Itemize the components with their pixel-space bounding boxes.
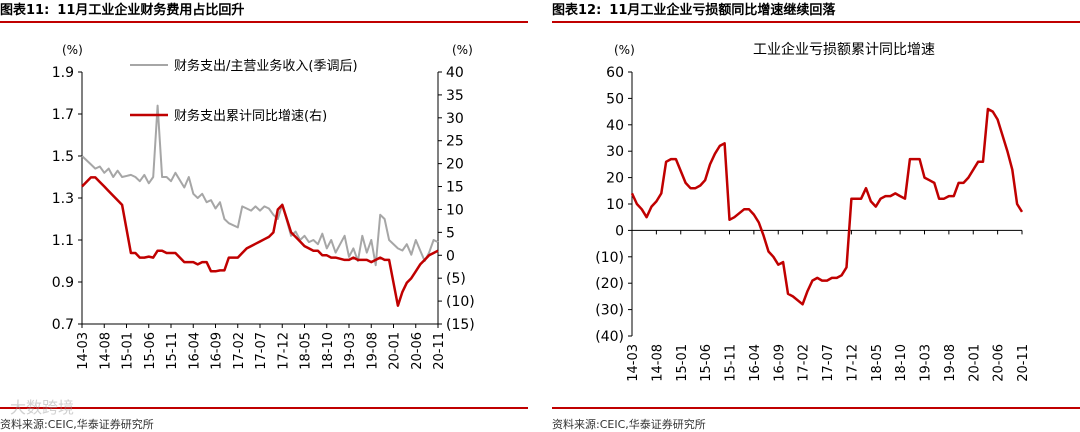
y-axis-unit: (%) <box>614 43 635 57</box>
figure-number: 图表11: <box>0 3 50 18</box>
x-tick-label: 14-08 <box>98 332 113 370</box>
x-tick-label: 19-08 <box>365 332 380 370</box>
right-y-tick-label: 30 <box>446 111 464 127</box>
right-y-tick-label: 10 <box>446 202 464 218</box>
right-y-tick-label: 35 <box>446 88 464 104</box>
x-tick-label: 20-11 <box>432 332 447 370</box>
title-rule <box>552 21 1080 23</box>
x-tick-label: 17-12 <box>276 332 291 370</box>
x-tick-label: 18-10 <box>321 332 336 370</box>
x-tick-label: 17-02 <box>797 344 812 382</box>
figure-title: 图表12: 11月工业企业亏损额同比增速继续回落 <box>552 2 835 20</box>
right-y-tick-label: 5 <box>446 225 455 241</box>
x-tick-label: 17-02 <box>232 332 247 370</box>
financial-cost-chart: (%) (%) 0.7 0.9 1.1 1.3 1.5 1.7 1.9 (15) (10) (5) 0 5… <box>52 43 475 370</box>
x-tick-label: 15-11 <box>165 332 180 370</box>
left-axis-unit: (%) <box>62 43 83 57</box>
figure-number: 图表12: <box>552 3 602 18</box>
x-tick-label: 15-06 <box>143 332 158 370</box>
y-tick-label: (40) <box>595 329 624 345</box>
right-y-tick-label: 20 <box>446 157 464 173</box>
x-tick-label: 14-08 <box>650 344 665 382</box>
left-y-tick-label: 1.9 <box>52 65 74 81</box>
x-tick-label: 20-01 <box>967 344 982 382</box>
y-tick-label: 40 <box>606 118 624 134</box>
x-tick-label: 15-01 <box>675 344 690 382</box>
left-y-tick-label: 1.7 <box>52 107 74 123</box>
x-tick-label: 20-06 <box>992 344 1007 382</box>
x-tick-label: 14-03 <box>626 344 641 382</box>
x-tick-label: 16-09 <box>772 344 787 382</box>
x-tick-label: 16-04 <box>748 344 763 382</box>
source-rule <box>552 407 1080 409</box>
y-tick-label: 10 <box>606 197 624 213</box>
y-tick-label: 20 <box>606 171 624 187</box>
right-y-tick-label: 40 <box>446 65 464 81</box>
x-tick-label: 15-01 <box>121 332 136 370</box>
x-tick-label: 15-11 <box>724 344 739 382</box>
figure-caption: 11月工业企业财务费用占比回升 <box>57 3 245 18</box>
x-tick-label: 20-06 <box>410 332 425 370</box>
series-line-expense-ratio <box>81 104 439 267</box>
right-axis-unit: (%) <box>452 43 473 57</box>
y-tick-label: (10) <box>595 250 624 266</box>
x-tick-label: 20-11 <box>1016 344 1031 382</box>
right-y-tick-label: (15) <box>446 317 475 333</box>
x-tick-label: 20-01 <box>388 332 403 370</box>
legend-item-expense-ratio-label: 财务支出/主营业务收入(季调后) <box>174 58 358 74</box>
x-tick-label: 14-03 <box>76 332 91 370</box>
x-tick-label: 19-08 <box>943 344 958 382</box>
left-y-tick-label: 1.3 <box>52 191 74 207</box>
x-tick-label: 17-12 <box>845 344 860 382</box>
y-tick-label: 0 <box>615 223 624 239</box>
left-y-tick-label: 1.5 <box>52 149 74 165</box>
x-tick-label: 16-04 <box>187 332 202 370</box>
right-y-tick-label: 15 <box>446 180 464 196</box>
y-tick-label: (20) <box>595 276 624 292</box>
y-tick-label: (30) <box>595 303 624 319</box>
y-tick-label: 50 <box>606 91 624 107</box>
figure-caption: 11月工业企业亏损额同比增速继续回落 <box>609 3 836 18</box>
source-note: 资料来源:CEIC,华泰证券研究所 <box>552 418 706 431</box>
watermark-text: 大数跨境 <box>10 398 75 417</box>
x-tick-label: 19-03 <box>343 332 358 370</box>
y-tick-label: 60 <box>606 65 624 81</box>
series-line-loss-growth <box>630 107 1024 306</box>
x-tick-label: 17-07 <box>254 332 269 370</box>
series-line-expense-growth <box>81 176 439 307</box>
figure-title: 图表11: 11月工业企业财务费用占比回升 <box>0 2 244 20</box>
x-tick-label: 18-05 <box>870 344 885 382</box>
x-tick-label: 18-10 <box>894 344 909 382</box>
title-rule <box>0 21 528 23</box>
left-y-tick-label: 1.1 <box>52 233 74 249</box>
chart-panel-loss-growth: 图表12: 11月工业企业亏损额同比增速继续回落 (%) 工业企业亏损额累计同比增速… <box>552 0 1080 432</box>
right-y-tick-label: 0 <box>446 248 455 264</box>
x-tick-label: 17-07 <box>821 344 836 382</box>
source-rule <box>0 407 528 409</box>
chart-title: 工业企业亏损额累计同比增速 <box>753 41 935 58</box>
left-y-tick-label: 0.7 <box>52 317 74 333</box>
x-tick-label: 19-03 <box>919 344 934 382</box>
left-y-tick-label: 0.9 <box>52 275 74 291</box>
right-y-tick-label: (5) <box>446 271 466 287</box>
x-tick-label: 18-05 <box>299 332 314 370</box>
source-note: 资料来源:CEIC,华泰证券研究所 <box>0 418 154 431</box>
x-tick-label: 16-09 <box>210 332 225 370</box>
right-y-tick-label: (10) <box>446 294 475 310</box>
legend-item-expense-growth-label: 财务支出累计同比增速(右) <box>174 108 327 124</box>
right-y-tick-label: 25 <box>446 134 464 150</box>
chart-panel-financial-cost: 图表11: 11月工业企业财务费用占比回升 (%) (%) 0.7 0.9 1.1 1.3 1… <box>0 0 528 432</box>
loss-growth-chart: (%) 工业企业亏损额累计同比增速 (40) (30) (20) (10) 0 10 20 30 4… <box>595 41 1031 382</box>
x-tick-label: 15-06 <box>699 344 714 382</box>
y-tick-label: 30 <box>606 144 624 160</box>
